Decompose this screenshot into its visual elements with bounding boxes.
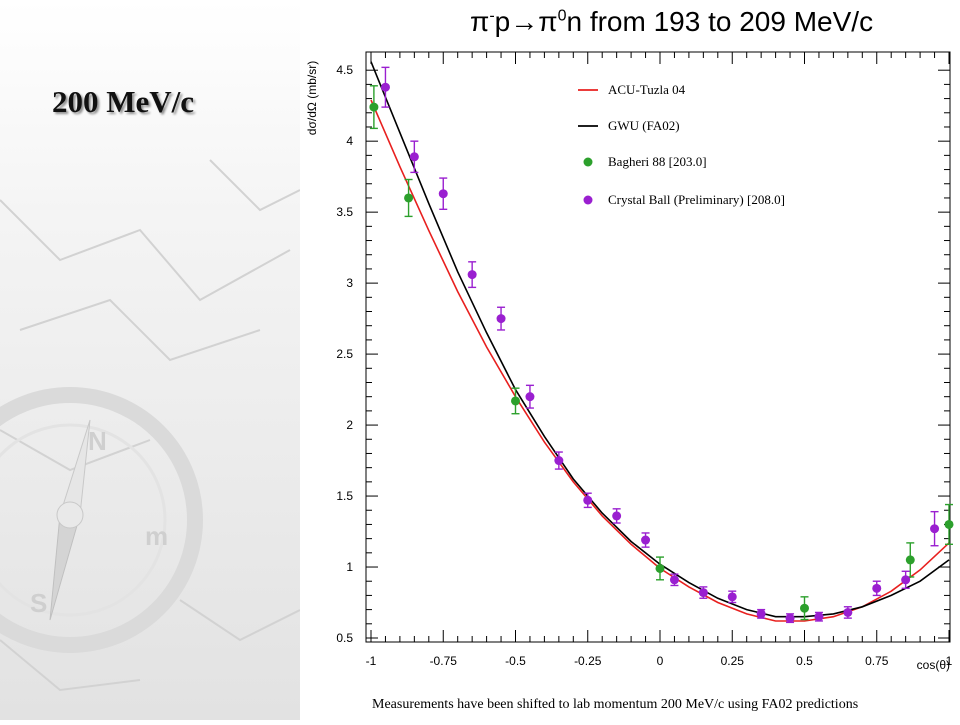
data-point	[814, 612, 824, 622]
data-point	[496, 314, 506, 324]
x-tick-label: 0.25	[721, 654, 745, 668]
data-point	[438, 189, 448, 199]
y-tick-label: 4	[346, 134, 353, 148]
y-tick-label: 0.5	[336, 631, 353, 645]
y-tick-label: 2	[346, 418, 353, 432]
data-point	[641, 535, 651, 545]
slide-title: 200 MeV/c	[52, 84, 195, 119]
data-point	[669, 575, 679, 585]
data-point	[612, 511, 622, 521]
y-tick-label: 4.5	[336, 63, 353, 77]
data-point	[872, 583, 882, 593]
axes: 0.5 1 1.5 2 2.5 3 3.5 4 4.5 -1 -0.75 -0.5 -0.25 0 0.25…	[336, 52, 953, 668]
x-tick-label: 0	[657, 654, 664, 668]
x-tick-label: 0.5	[796, 654, 813, 668]
data-point	[655, 563, 665, 573]
data-point	[727, 592, 737, 602]
data-point	[785, 613, 795, 623]
svg-text:N: N	[88, 426, 107, 456]
y-tick-label: 1.5	[336, 489, 353, 503]
legend-label: GWU (FA02)	[608, 118, 680, 133]
data-point	[843, 607, 853, 617]
plot-frame	[365, 51, 951, 643]
y-tick-label: 2.5	[336, 347, 353, 361]
x-tick-label: -1	[366, 654, 377, 668]
y-tick-label: 3.5	[336, 205, 353, 219]
data-point	[467, 270, 477, 280]
x-tick-label: 1	[946, 654, 953, 668]
legend-label: Bagheri 88 [203.0]	[608, 154, 707, 169]
x-tick-label: -0.75	[430, 654, 458, 668]
data-point	[905, 555, 915, 565]
legend-swatch	[583, 195, 593, 205]
x-tick-label: -0.5	[505, 654, 526, 668]
data-point	[380, 82, 390, 92]
data-point	[583, 495, 593, 505]
y-tick-label: 1	[346, 560, 353, 574]
data-point	[944, 519, 954, 529]
data-point	[404, 193, 414, 203]
x-axis-title: cos(θ)	[917, 658, 950, 672]
data-point	[409, 152, 419, 162]
y-tick-label: 3	[346, 276, 353, 290]
data-point	[554, 456, 564, 466]
data-point	[930, 524, 940, 534]
x-tick-label: 0.75	[865, 654, 889, 668]
data-point	[511, 396, 520, 406]
legend-swatch	[583, 157, 593, 167]
legend-label: Crystal Ball (Preliminary) [208.0]	[608, 192, 785, 207]
compass-background-graphic: N m S	[0, 159, 301, 692]
y-axis-title: dσ/dΩ (mb/sr)	[305, 61, 319, 135]
svg-text:S: S	[30, 588, 47, 618]
data-point	[525, 392, 535, 402]
data-point	[901, 575, 911, 585]
data-point	[698, 588, 708, 598]
data-point	[800, 603, 809, 613]
data-point	[756, 609, 766, 619]
x-tick-label: -0.25	[574, 654, 602, 668]
data-points	[369, 66, 954, 624]
chart-footnote: Measurements have been shifted to lab mo…	[372, 697, 859, 712]
chart-title: π-p→π0n from 193 to 209 MeV/c	[470, 6, 874, 37]
legend: ACU-Tuzla 04 GWU (FA02) Bagheri 88 [203.0]…	[578, 82, 785, 207]
data-point	[369, 102, 379, 112]
left-background-panel: N m S	[0, 0, 301, 720]
svg-text:m: m	[145, 521, 168, 551]
legend-label: ACU-Tuzla 04	[608, 82, 686, 97]
